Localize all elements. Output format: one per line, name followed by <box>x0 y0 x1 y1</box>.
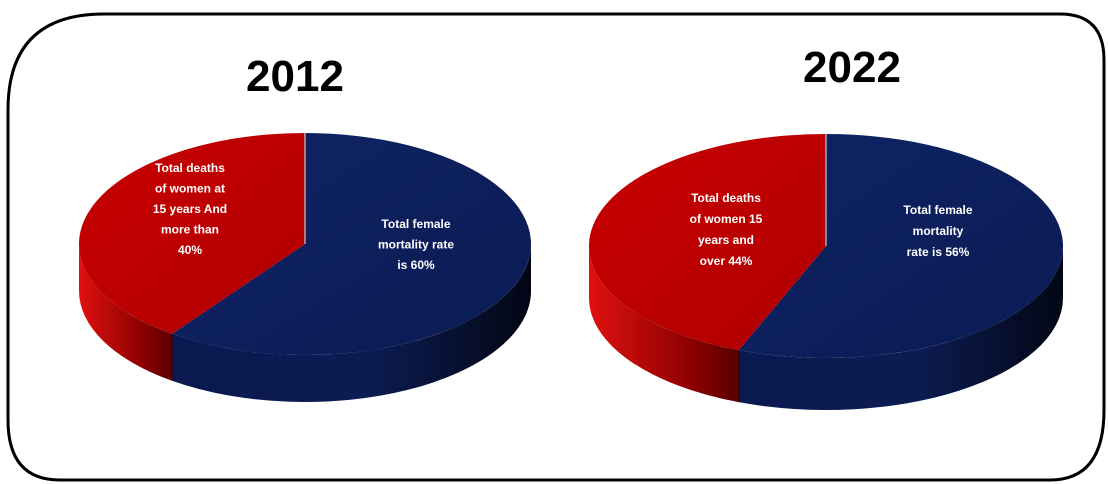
slice-label: of women at <box>155 182 225 196</box>
slice-label: mortality rate <box>378 238 454 252</box>
pie-slice-side <box>172 244 532 402</box>
pie-slice-side <box>589 246 739 403</box>
pie-slice-side <box>738 246 1063 411</box>
pie-slice-side <box>79 244 173 381</box>
pie-slice <box>172 133 532 355</box>
slice-label: is 60% <box>397 258 435 272</box>
slice-label: of women 15 <box>690 212 763 226</box>
slice-label: rate is 56% <box>907 245 970 259</box>
slice-label: 40% <box>178 243 202 257</box>
chart-title-2012: 2012 <box>246 52 344 101</box>
slice-label: Total female <box>381 217 450 231</box>
slice-label: Total deaths <box>155 161 225 175</box>
slice-label: Total deaths <box>691 191 761 205</box>
slice-label: years and <box>698 233 754 247</box>
slice-label: Total female <box>903 203 972 217</box>
pie-slice <box>738 134 1063 359</box>
pie-chart-2022: Total female mortality rate is 56% Total de… <box>588 134 1063 411</box>
chart-border <box>6 12 1106 482</box>
slice-label: over 44% <box>700 254 753 268</box>
slice-label: 15 years And <box>153 202 227 216</box>
chart-title-2022: 2022 <box>803 43 901 92</box>
slice-label: more than <box>161 223 219 237</box>
pie-slice <box>78 133 305 334</box>
slice-label: mortality <box>913 224 964 238</box>
pie-slice <box>588 134 826 351</box>
pie-chart-2012: Total female mortality rate is 60% Total de… <box>78 133 532 402</box>
